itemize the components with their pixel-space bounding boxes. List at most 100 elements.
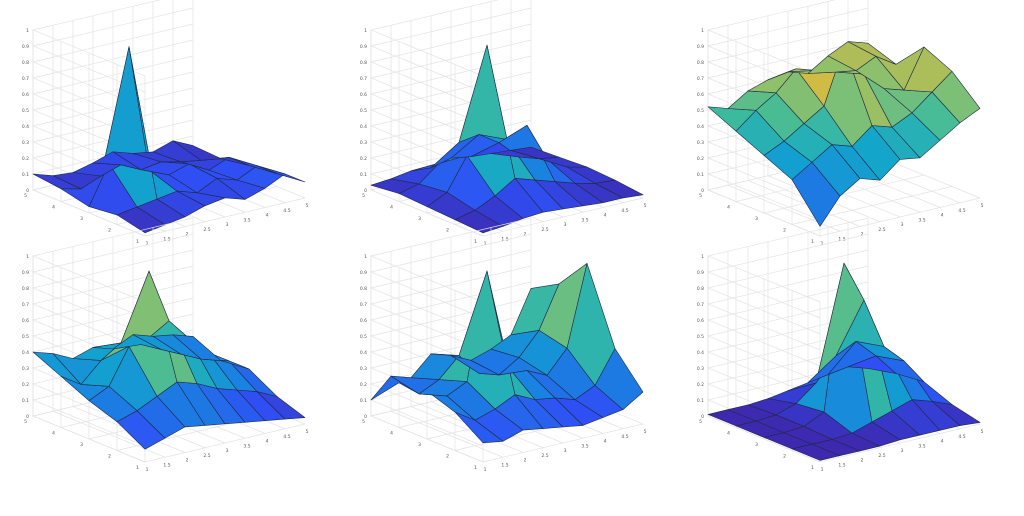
z-tick-label: 0.7 bbox=[360, 302, 367, 308]
surface-mesh bbox=[370, 263, 644, 444]
y-tick-label: 1 bbox=[136, 465, 139, 471]
y-tick-label: 3 bbox=[418, 442, 421, 448]
surface-patch bbox=[172, 140, 222, 161]
z-tick-label: 1 bbox=[26, 28, 29, 34]
z-tick-label: 0.8 bbox=[360, 286, 367, 292]
x-tick-label: 4 bbox=[604, 213, 607, 219]
x-tick-label: 1 bbox=[484, 241, 487, 247]
x-tick-label: 3.5 bbox=[918, 217, 925, 223]
surface-mesh bbox=[32, 46, 306, 234]
x-tick-label: 1.5 bbox=[163, 236, 170, 242]
surface-mesh bbox=[370, 44, 644, 234]
x-tick-label: 1.5 bbox=[501, 462, 508, 468]
x-tick-label: 1.5 bbox=[838, 236, 845, 242]
z-tick-label: 0.8 bbox=[360, 60, 367, 66]
surface-patch bbox=[847, 41, 897, 65]
x-tick-label: 3 bbox=[564, 222, 567, 228]
surface-plot-4: 0 0.1 0.2 0.3 0.4 0.5 0.6 0.7 0.8 0.9 1 1 1.5 2 2.5 3 3.… bbox=[22, 217, 309, 473]
y-tick-label: 3 bbox=[418, 216, 421, 222]
x-tick-label: 3.5 bbox=[918, 443, 925, 449]
x-tick-label: 4.5 bbox=[958, 434, 965, 440]
x-tick-label: 2 bbox=[524, 458, 527, 464]
y-grid-line bbox=[819, 302, 981, 463]
surface-patch bbox=[172, 334, 222, 362]
z-tick-label: 0.5 bbox=[360, 334, 367, 340]
y-tick-label: 4 bbox=[727, 431, 730, 437]
x-tick-label: 5 bbox=[981, 429, 984, 435]
z-tick-label: 0.3 bbox=[360, 366, 367, 372]
z-tick-label: 0.8 bbox=[697, 286, 704, 292]
y-tick-label: 3 bbox=[80, 442, 83, 448]
x-tick-label: 2 bbox=[861, 458, 864, 464]
z-tick-label: 0.1 bbox=[22, 398, 29, 404]
z-tick-label: 0 bbox=[26, 188, 29, 194]
z-tick-label: 0.7 bbox=[697, 302, 704, 308]
x-tick-label: 3.5 bbox=[243, 443, 250, 449]
y-tick-label: 2 bbox=[108, 454, 111, 460]
x-tick-label: 3.5 bbox=[243, 217, 250, 223]
x-tick-label: 1.5 bbox=[838, 462, 845, 468]
y-tick-label: 5 bbox=[699, 193, 702, 199]
x-tick-label: 3 bbox=[901, 222, 904, 228]
y-tick-label: 1 bbox=[474, 465, 477, 471]
surface-plot-2: 0 0.1 0.2 0.3 0.4 0.5 0.6 0.7 0.8 0.9 1 1 1.5 2 2.5 3 3.… bbox=[360, 0, 647, 247]
surface-mesh bbox=[32, 270, 306, 450]
y-tick-label: 4 bbox=[390, 431, 393, 437]
z-tick-label: 0.3 bbox=[22, 140, 29, 146]
x-tick-label: 2.5 bbox=[203, 453, 210, 459]
x-tick-label: 4 bbox=[266, 213, 269, 219]
z-tick-label: 0 bbox=[364, 414, 367, 420]
y-tick-label: 4 bbox=[52, 205, 55, 211]
z-tick-label: 0.6 bbox=[697, 92, 704, 98]
x-tick-label: 5 bbox=[981, 203, 984, 209]
z-tick-label: 0.4 bbox=[697, 124, 704, 130]
z-tick-label: 0.8 bbox=[697, 60, 704, 66]
x-tick-label: 3 bbox=[226, 222, 229, 228]
z-tick-label: 0.2 bbox=[697, 156, 704, 162]
y-tick-label: 5 bbox=[362, 193, 365, 199]
y-tick-label: 1 bbox=[811, 239, 814, 245]
z-tick-label: 0.3 bbox=[22, 366, 29, 372]
x-tick-label: 3.5 bbox=[581, 217, 588, 223]
x-tick-label: 1.5 bbox=[501, 236, 508, 242]
z-tick-label: 0.9 bbox=[360, 270, 367, 276]
z-tick-label: 0.2 bbox=[360, 156, 367, 162]
x-tick-label: 4 bbox=[941, 213, 944, 219]
z-tick-label: 0.1 bbox=[697, 398, 704, 404]
z-tick-label: 0.4 bbox=[360, 350, 367, 356]
z-tick-label: 0.9 bbox=[697, 44, 704, 50]
y-tick-label: 2 bbox=[446, 454, 449, 460]
z-tick-label: 1 bbox=[701, 254, 704, 260]
x-tick-label: 4 bbox=[266, 439, 269, 445]
x-tick-label: 4.5 bbox=[283, 208, 290, 214]
y-tick-label: 4 bbox=[727, 205, 730, 211]
z-tick-label: 0.5 bbox=[360, 108, 367, 114]
x-tick-label: 3 bbox=[901, 448, 904, 454]
z-tick-label: 0.8 bbox=[22, 286, 29, 292]
y-tick-label: 3 bbox=[80, 216, 83, 222]
x-tick-label: 5 bbox=[644, 203, 647, 209]
z-tick-label: 0.6 bbox=[22, 92, 29, 98]
z-tick-label: 0.7 bbox=[22, 302, 29, 308]
z-tick-label: 0.1 bbox=[360, 172, 367, 178]
z-tick-label: 0.9 bbox=[360, 44, 367, 50]
z-tick-label: 0.7 bbox=[697, 76, 704, 82]
y-tick-label: 2 bbox=[446, 228, 449, 234]
surface-plot-3: 0 0.1 0.2 0.3 0.4 0.5 0.6 0.7 0.8 0.9 1 1 1.5 2 2.5 3 3.… bbox=[697, 0, 984, 247]
x-tick-label: 2 bbox=[524, 232, 527, 238]
y-tick-label: 3 bbox=[755, 216, 758, 222]
surface-plot-6: 0 0.1 0.2 0.3 0.4 0.5 0.6 0.7 0.8 0.9 1 1 1.5 2 2.5 3 3.… bbox=[697, 217, 984, 473]
z-tick-label: 0.6 bbox=[360, 318, 367, 324]
x-tick-label: 1.5 bbox=[163, 462, 170, 468]
y-tick-label: 5 bbox=[24, 193, 27, 199]
z-tick-label: 0 bbox=[701, 188, 704, 194]
y-tick-label: 4 bbox=[390, 205, 393, 211]
z-tick-label: 0.5 bbox=[697, 334, 704, 340]
z-tick-label: 0.4 bbox=[22, 124, 29, 130]
z-tick-label: 0.8 bbox=[22, 60, 29, 66]
z-tick-label: 1 bbox=[26, 254, 29, 260]
z-tick-label: 0.3 bbox=[360, 140, 367, 146]
z-tick-label: 0.6 bbox=[360, 92, 367, 98]
y-tick-label: 4 bbox=[52, 431, 55, 437]
